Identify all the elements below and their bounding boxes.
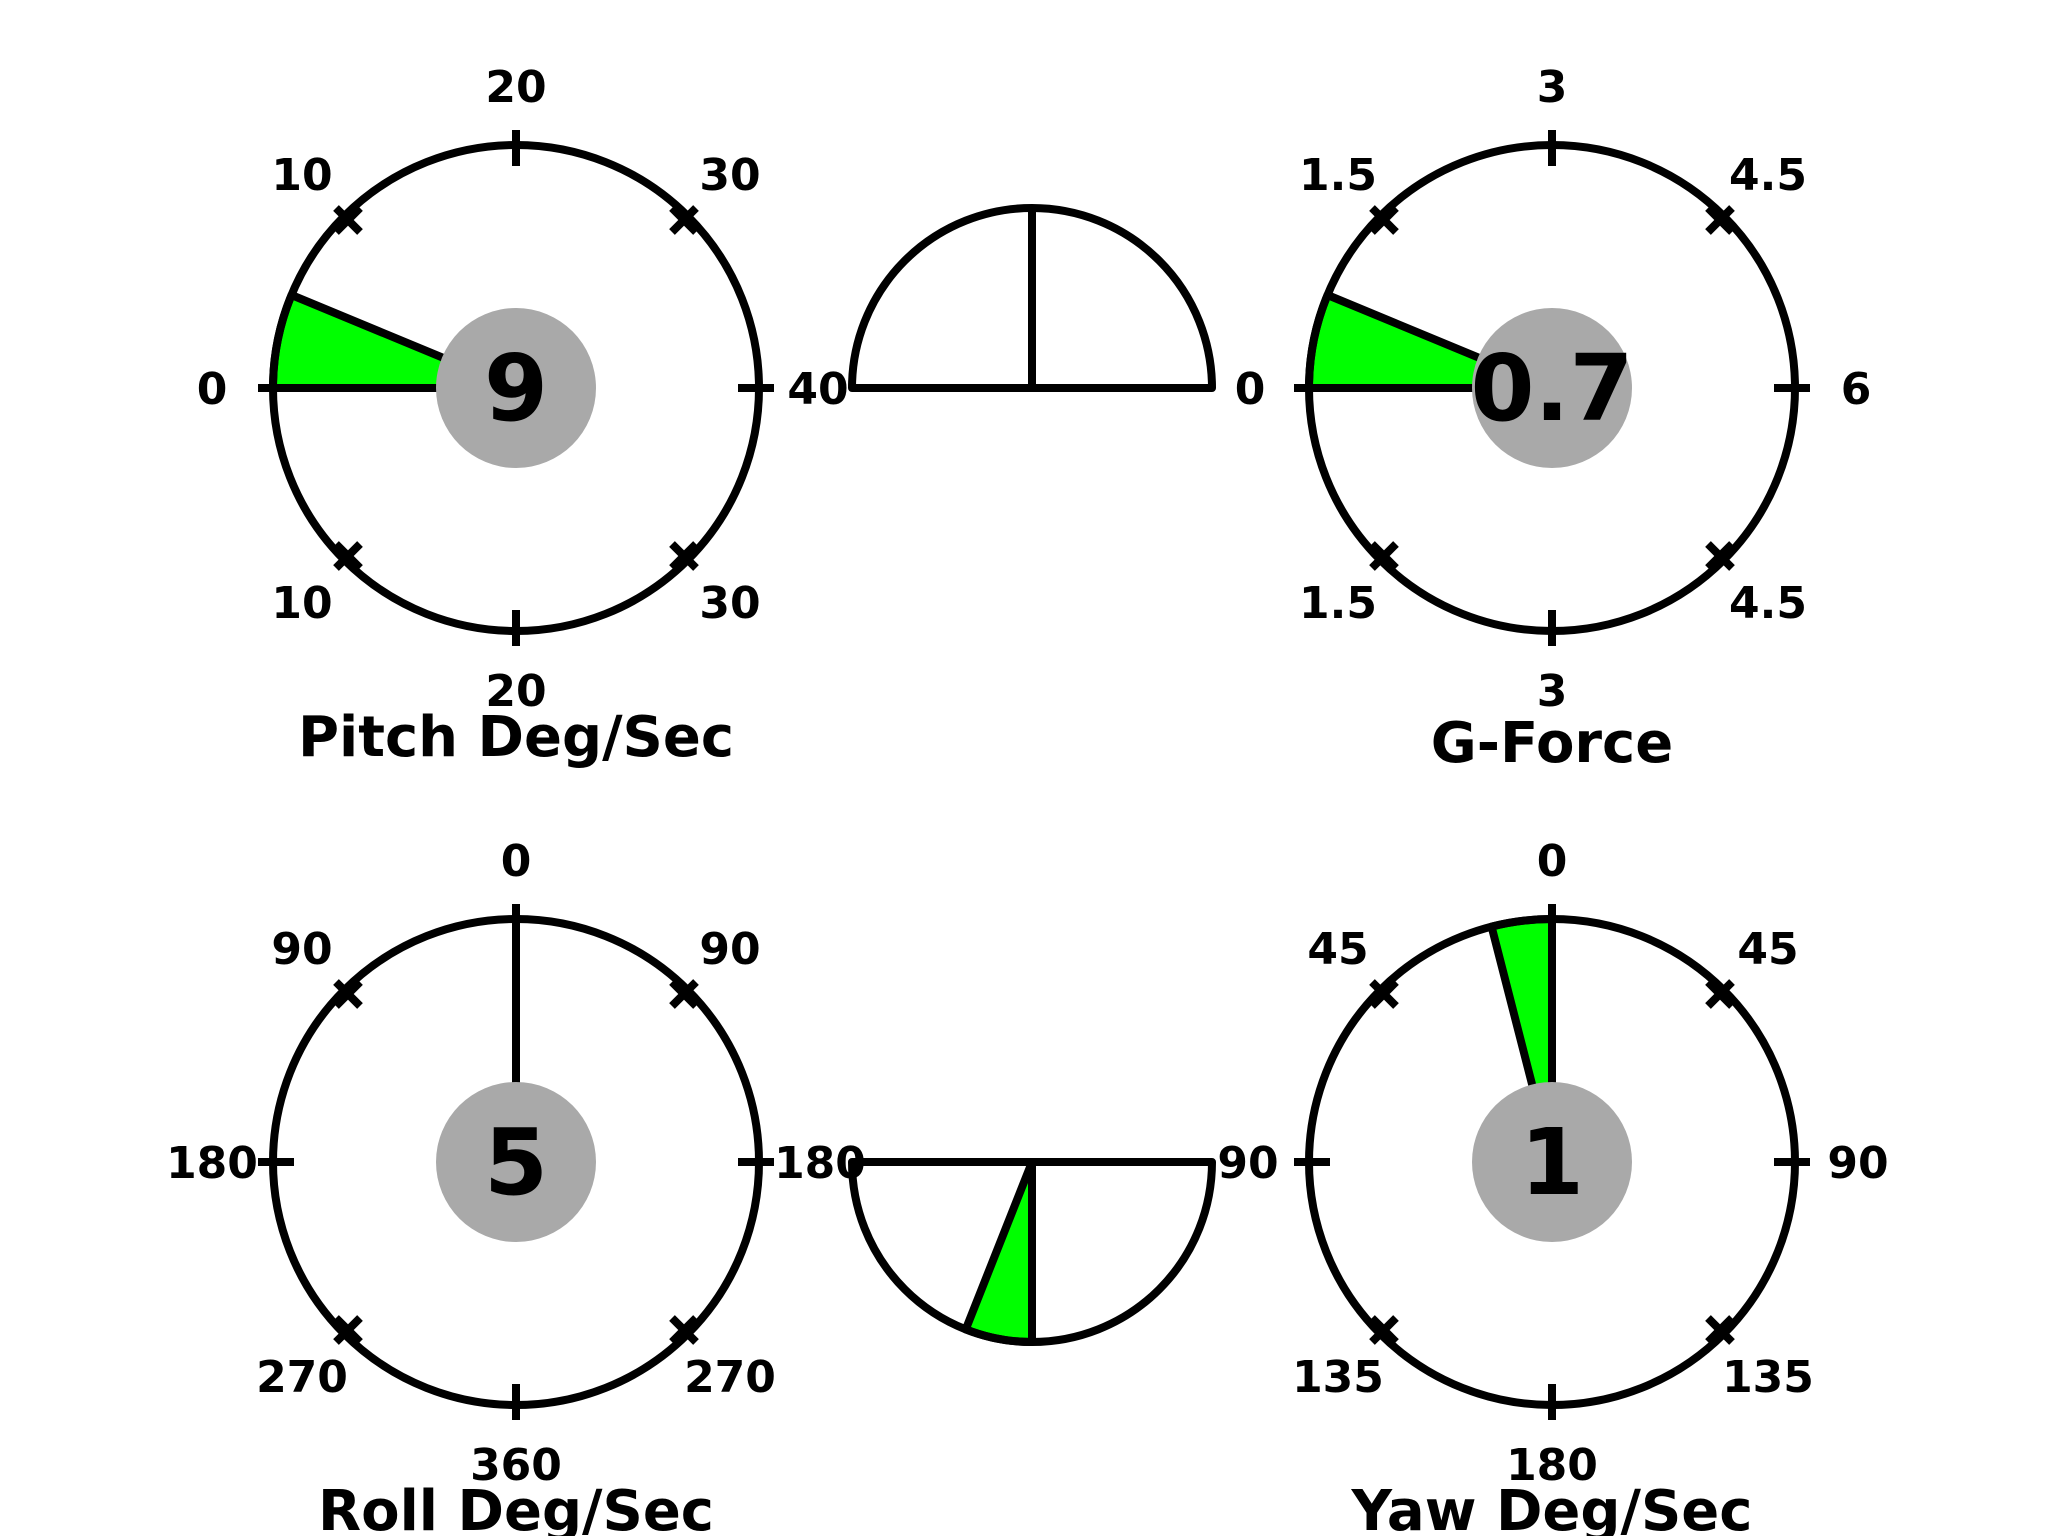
roll-tick-top-left: 90: [271, 924, 332, 975]
pitch-tick-top-right: 30: [699, 150, 760, 201]
gforce-tick-right: 6: [1841, 364, 1872, 415]
pitch-tick-bottom-right: 30: [699, 578, 760, 629]
yaw-tick-bottom: 180: [1506, 1440, 1598, 1491]
yaw-gauge: 1 0 45 45 90 90 135 135 180 Yaw Deg/Sec: [1217, 836, 1888, 1536]
pitch-title: Pitch Deg/Sec: [298, 705, 734, 770]
lower-semi-gauge: [848, 1158, 1216, 1346]
gforce-title: G-Force: [1431, 711, 1673, 776]
roll-tick-bottom-right: 270: [684, 1352, 776, 1403]
pitch-hub: [436, 308, 596, 468]
pitch-tick-top-left: 10: [271, 150, 332, 201]
roll-hub: [436, 1082, 596, 1242]
gforce-tick-top: 3: [1537, 62, 1568, 113]
pitch-tick-left: 0: [197, 364, 228, 415]
gforce-tick-top-right: 4.5: [1729, 150, 1807, 201]
upper-semi-outline: [848, 204, 1216, 392]
yaw-tick-left: 90: [1217, 1138, 1278, 1189]
yaw-tick-top-right: 45: [1737, 924, 1798, 975]
gforce-tick-bottom-left: 1.5: [1299, 578, 1377, 629]
yaw-title: Yaw Deg/Sec: [1351, 1479, 1753, 1536]
pitch-gauge: 9 20 10 30 0 40 10 30 20 Pitch Deg/Sec: [197, 62, 849, 770]
lower-semi-outline: [848, 1158, 1216, 1346]
gforce-tick-left: 0: [1235, 364, 1266, 415]
roll-tick-bottom-left: 270: [256, 1352, 348, 1403]
gforce-gauge: 0.7 3 1.5 4.5 0 6 1.5 4.5 3 G-Force: [1235, 62, 1872, 776]
roll-tick-top-right: 90: [699, 924, 760, 975]
pitch-tick-bottom-left: 10: [271, 578, 332, 629]
gforce-tick-top-left: 1.5: [1299, 150, 1377, 201]
roll-title: Roll Deg/Sec: [318, 1479, 714, 1536]
lower-semi-needle: [961, 1158, 1036, 1346]
yaw-tick-right: 90: [1827, 1138, 1888, 1189]
roll-tick-bottom: 360: [470, 1440, 562, 1491]
pitch-tick-top: 20: [485, 62, 546, 113]
yaw-tick-top: 0: [1537, 836, 1568, 887]
pitch-readout: 9: [484, 335, 548, 442]
roll-tick-marks: [258, 904, 774, 1420]
gforce-readout: 0.7: [1471, 335, 1634, 442]
roll-tick-left: 180: [166, 1138, 258, 1189]
yaw-tick-bottom-right: 135: [1722, 1352, 1814, 1403]
roll-gauge: 5 0 90 90 180 180 270 270 360 Roll Deg/S…: [166, 836, 866, 1536]
gforce-tick-bottom: 3: [1537, 666, 1568, 717]
yaw-tick-top-left: 45: [1307, 924, 1368, 975]
gforce-tick-marks: [1294, 130, 1810, 646]
pitch-tick-right: 40: [787, 364, 848, 415]
pitch-tick-marks: [258, 130, 774, 646]
yaw-tick-marks: [1294, 904, 1810, 1420]
roll-readout: 5: [484, 1109, 548, 1216]
roll-tick-top: 0: [501, 836, 532, 887]
yaw-readout: 1: [1520, 1109, 1584, 1216]
pitch-tick-bottom: 20: [485, 666, 546, 717]
yaw-hub: [1472, 1082, 1632, 1242]
yaw-tick-bottom-left: 135: [1292, 1352, 1384, 1403]
gforce-hub: [1472, 308, 1632, 468]
gforce-tick-bottom-right: 4.5: [1729, 578, 1807, 629]
upper-semi-gauge: [848, 204, 1216, 392]
